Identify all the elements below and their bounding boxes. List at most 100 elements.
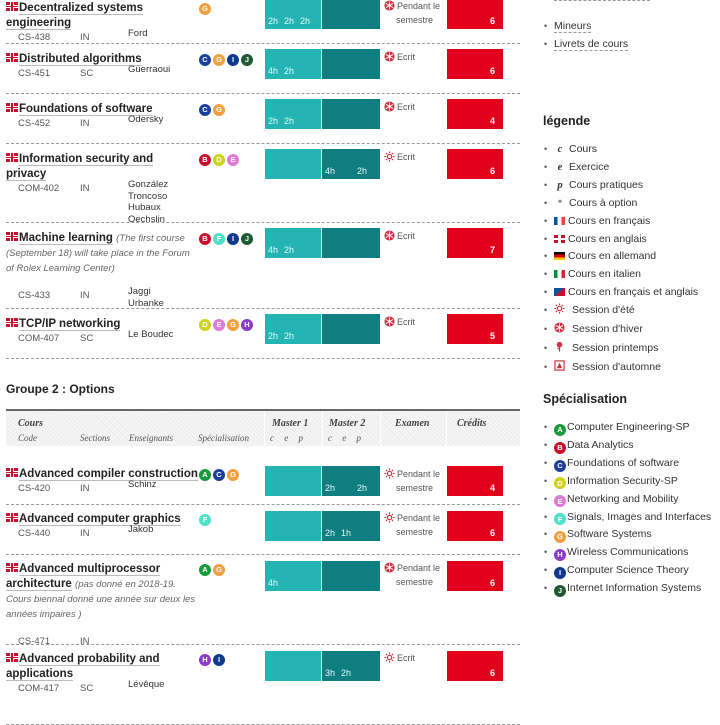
course-link[interactable]: Advanced probability and applications: [6, 653, 160, 681]
specialisation-badge-i[interactable]: I: [554, 567, 566, 579]
specialisation-badge-h[interactable]: H: [241, 319, 253, 331]
specialisation-badge-g[interactable]: G: [227, 469, 239, 481]
specialisation-label[interactable]: Networking and Mobility: [567, 492, 679, 505]
teacher-name[interactable]: Hubaux: [128, 202, 161, 213]
specialisation-label[interactable]: Software Systems: [567, 528, 652, 541]
sidebar-link-livrets-de-cours[interactable]: Livrets de cours: [554, 37, 629, 51]
specialisation-badge-f[interactable]: F: [554, 513, 566, 526]
course-link[interactable]: Advanced compiler construction: [19, 468, 198, 481]
teacher-name[interactable]: Urbanke: [128, 297, 164, 309]
specialisation-badge-e[interactable]: E: [213, 319, 225, 331]
hours-value: 2h: [284, 331, 295, 341]
specialisation-badge-i[interactable]: I: [213, 654, 225, 666]
course-link[interactable]: Foundations of software: [19, 103, 153, 116]
course-section: IN: [80, 528, 90, 539]
flag-uk-icon: [6, 318, 18, 327]
specialisation-badge-d[interactable]: D: [199, 319, 211, 331]
course-meta: CS-433 IN Jaggi Urbanke: [18, 286, 164, 309]
specialisation-badge-j[interactable]: J: [241, 54, 253, 66]
specialisation-badge-i[interactable]: I: [227, 54, 239, 66]
sidebar-link-mineurs[interactable]: Mineurs: [554, 20, 592, 33]
flag-uk-icon: [554, 234, 565, 243]
specialisation-badge-j[interactable]: J: [241, 233, 253, 245]
specialisation-badge-c[interactable]: C: [213, 469, 225, 481]
teacher-name[interactable]: Jakob: [128, 524, 154, 535]
specialisation-badge-g[interactable]: G: [554, 531, 566, 544]
teacher-name[interactable]: Oechslin: [128, 213, 165, 225]
exam-text: Ecrit: [397, 317, 415, 327]
teacher-name[interactable]: Le Boudec: [128, 329, 174, 340]
master1-hours-values: 4h 2h: [268, 245, 300, 255]
specialisation-badge-c[interactable]: C: [554, 459, 566, 472]
specialisation-label[interactable]: Signals, Images and Interfaces: [567, 510, 712, 523]
specialisation-badge-i[interactable]: I: [227, 233, 239, 245]
teacher-name[interactable]: Lévêque: [128, 679, 165, 690]
course-section: IN: [80, 290, 90, 301]
specialisation-badge-c[interactable]: C: [199, 54, 211, 66]
course-link[interactable]: TCP/IP networking: [19, 318, 121, 331]
specialisation-badge-f[interactable]: F: [199, 514, 211, 526]
specialisation-badge-a[interactable]: A: [554, 423, 566, 436]
exam-info: Pendant le semestre: [384, 561, 446, 589]
master2-hours: 2h 2h: [322, 466, 380, 496]
specialisation-badge-g[interactable]: G: [213, 564, 225, 576]
specialisation-badge-h[interactable]: H: [554, 549, 566, 562]
specialisation-label[interactable]: Computer Engineering-SP: [567, 421, 690, 433]
course-section: IN: [80, 183, 90, 194]
course-link[interactable]: Distributed algorithms: [19, 53, 142, 66]
teacher-name[interactable]: Guerraoui: [128, 64, 171, 75]
hours-value: 2h: [268, 331, 279, 341]
flag-uk-icon: [6, 513, 18, 522]
specialisation-badge-d[interactable]: D: [554, 477, 566, 490]
teacher-name[interactable]: Schinz: [128, 479, 157, 490]
course-link[interactable]: Information security and privacy: [6, 153, 154, 181]
master2-hours-values: 3h 2h: [325, 668, 357, 678]
specialisation-label[interactable]: Computer Science Theory: [567, 564, 689, 577]
teacher-name[interactable]: Troncoso: [128, 190, 168, 202]
course-link[interactable]: Advanced multiprocessor architecture: [6, 563, 161, 591]
legend-item: c Cours: [540, 141, 698, 159]
hours-value: 2h: [284, 116, 295, 126]
specialisation-badge-a[interactable]: A: [199, 469, 211, 481]
specialisation-label[interactable]: Internet Information Systems: [567, 582, 702, 595]
specialisation-badge-j[interactable]: J: [554, 584, 566, 597]
specialisation-badge-b[interactable]: B: [554, 441, 566, 454]
specialisation-label[interactable]: Foundations of software: [567, 456, 680, 469]
specialisation-label[interactable]: Information Security-SP: [567, 474, 678, 487]
specialisation-badge-g[interactable]: G: [199, 3, 211, 15]
teacher-name[interactable]: Ford: [128, 28, 148, 39]
specialisation-badge-e[interactable]: E: [227, 154, 239, 166]
specialisation-badge-c[interactable]: C: [199, 104, 211, 116]
course-meta: CS-438 IN Ford: [18, 28, 148, 43]
specialisation-badge-e[interactable]: E: [554, 495, 566, 508]
specialisation-label[interactable]: Data Analytics: [567, 438, 634, 451]
course-list-options: Advanced compiler construction CS-420 IN Sc…: [6, 455, 520, 725]
specialisation-badge-g[interactable]: G: [213, 54, 225, 66]
course-link[interactable]: Advanced computer graphics: [19, 513, 181, 526]
teacher-name[interactable]: González: [128, 179, 169, 190]
flag-it-icon: [554, 270, 565, 279]
specialisation-badge-h[interactable]: H: [199, 654, 211, 666]
sidebar-link-item: Livrets de cours: [540, 36, 629, 54]
course-title: Foundations of software: [6, 102, 266, 117]
course-section: IN: [80, 118, 90, 129]
specialisation-badge-d[interactable]: D: [213, 154, 225, 166]
course-section: IN: [80, 483, 90, 494]
credits-box: 4: [447, 99, 503, 129]
teacher-name[interactable]: Odersky: [128, 114, 164, 125]
specialisation-badge-b[interactable]: B: [199, 233, 211, 245]
teacher-name[interactable]: Jaggi: [128, 286, 151, 297]
specialisation-label[interactable]: Wireless Communications: [567, 546, 689, 559]
specialisation-badge-b[interactable]: B: [199, 154, 211, 166]
specialisation-badge-a[interactable]: A: [199, 564, 211, 576]
course-link[interactable]: Machine learning: [19, 232, 113, 245]
credits-box: 4: [447, 466, 503, 496]
credits-value: 5: [489, 331, 495, 341]
specialisation-badge-g[interactable]: G: [213, 104, 225, 116]
course-link[interactable]: Decentralized systems engineering: [6, 2, 144, 30]
flag-uk-icon: [6, 563, 18, 572]
exam-info: Ecrit: [384, 150, 446, 164]
specialisation-badge-f[interactable]: F: [213, 233, 225, 245]
specialisation-badge-g[interactable]: G: [227, 319, 239, 331]
